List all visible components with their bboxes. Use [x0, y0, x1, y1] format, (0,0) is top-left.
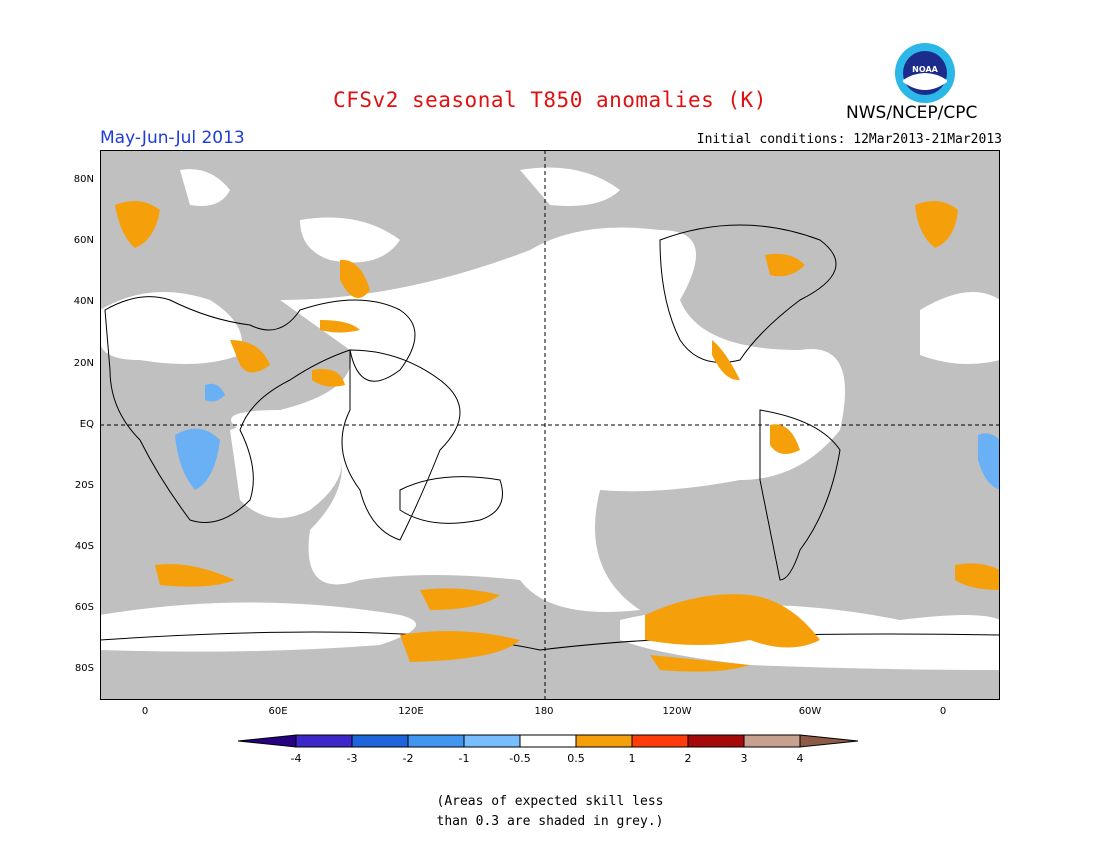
cool-anomaly-regions — [175, 383, 1000, 490]
graticule — [100, 150, 1000, 700]
anomaly-map — [100, 150, 1000, 700]
colorbar-segment — [463, 734, 521, 748]
map-title: CFSv2 seasonal T850 anomalies (K) — [333, 88, 767, 112]
colorbar-label: -1 — [458, 752, 470, 765]
footnote-line: than 0.3 are shaded in grey.) — [436, 814, 664, 829]
lat-label: 20S — [74, 480, 94, 491]
colorbar-segment — [743, 734, 801, 748]
coastlines — [100, 224, 1000, 651]
colorbar-segment — [351, 734, 409, 748]
lat-label: 80N — [73, 174, 94, 185]
svg-text:NOAA: NOAA — [912, 65, 938, 74]
colorbar-segment — [519, 734, 577, 748]
lon-label: 180 — [534, 706, 554, 717]
colorbar-label: -3 — [346, 752, 358, 765]
lat-label: 80S — [74, 663, 94, 674]
lon-label: 120E — [398, 706, 424, 717]
lat-label: 60S — [74, 602, 94, 613]
lon-label: 0 — [939, 706, 947, 717]
colorbar-segment — [407, 734, 465, 748]
initial-conditions: Initial conditions: 12Mar2013-21Mar2013 — [696, 132, 1002, 147]
lat-label: 40N — [73, 296, 94, 307]
lat-label: EQ — [79, 419, 94, 430]
colorbar — [238, 734, 859, 748]
agency-label: NWS/NCEP/CPC — [846, 103, 978, 123]
colorbar-segment — [631, 734, 689, 748]
colorbar-segment — [799, 734, 859, 748]
colorbar-label: -4 — [290, 752, 302, 765]
colorbar-label: 0.5 — [567, 752, 585, 765]
colorbar-label: -0.5 — [509, 752, 531, 765]
colorbar-segment — [295, 734, 353, 748]
colorbar-label: 2 — [684, 752, 692, 765]
colorbar-label: 4 — [796, 752, 804, 765]
colorbar-label: 1 — [628, 752, 636, 765]
colorbar-label: -2 — [402, 752, 414, 765]
lat-label: 60N — [73, 235, 94, 246]
lat-label: 20N — [73, 358, 94, 369]
warm-anomaly-regions — [115, 201, 1000, 672]
lon-label: 0 — [141, 706, 149, 717]
noaa-logo: NOAA — [895, 43, 955, 103]
colorbar-segment — [575, 734, 633, 748]
lon-label: 60E — [268, 706, 288, 717]
colorbar-label: 3 — [740, 752, 748, 765]
forecast-period: May-Jun-Jul 2013 — [100, 128, 245, 148]
lon-label: 120W — [662, 706, 692, 717]
lat-label: 40S — [74, 541, 94, 552]
colorbar-segment — [687, 734, 745, 748]
lon-label: 60W — [798, 706, 822, 717]
footnote-line: (Areas of expected skill less — [436, 794, 664, 809]
map-frame — [100, 150, 1000, 700]
skill-footnote: (Areas of expected skill less than 0.3 a… — [0, 792, 1100, 832]
colorbar-segment — [238, 734, 297, 748]
